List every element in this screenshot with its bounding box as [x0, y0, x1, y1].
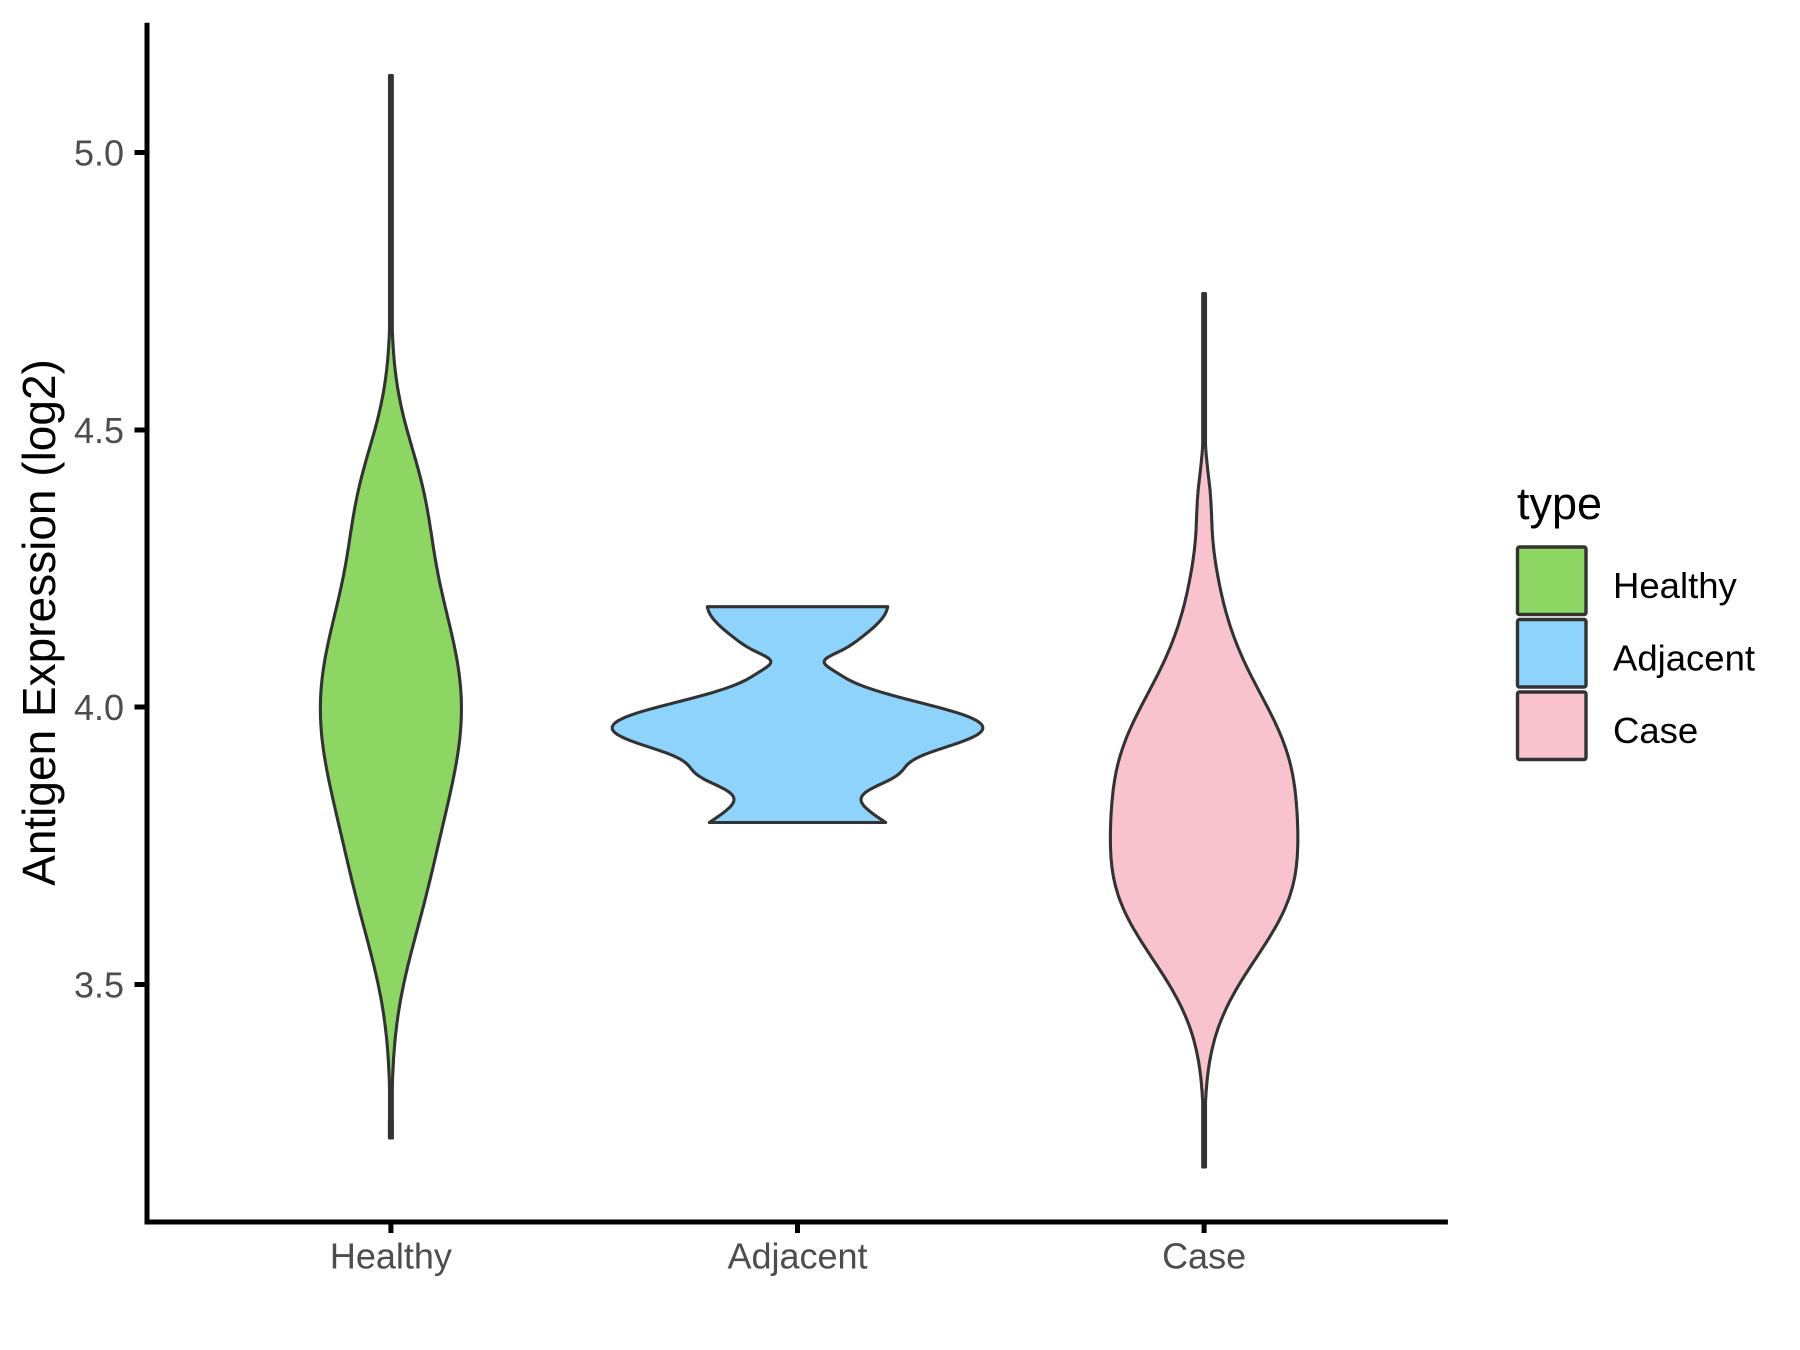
- svg-text:type: type: [1517, 478, 1602, 529]
- svg-text:Case: Case: [1162, 1236, 1246, 1277]
- svg-text:Antigen Expression (log2): Antigen Expression (log2): [13, 359, 65, 886]
- svg-text:Adjacent: Adjacent: [1613, 638, 1755, 679]
- svg-text:Adjacent: Adjacent: [727, 1236, 867, 1277]
- svg-text:Case: Case: [1613, 710, 1698, 751]
- svg-text:4.5: 4.5: [74, 410, 124, 451]
- svg-text:5.0: 5.0: [74, 133, 124, 174]
- svg-text:4.0: 4.0: [74, 687, 124, 728]
- svg-text:3.5: 3.5: [74, 965, 124, 1006]
- svg-text:Healthy: Healthy: [1613, 565, 1738, 606]
- svg-text:Healthy: Healthy: [330, 1236, 452, 1277]
